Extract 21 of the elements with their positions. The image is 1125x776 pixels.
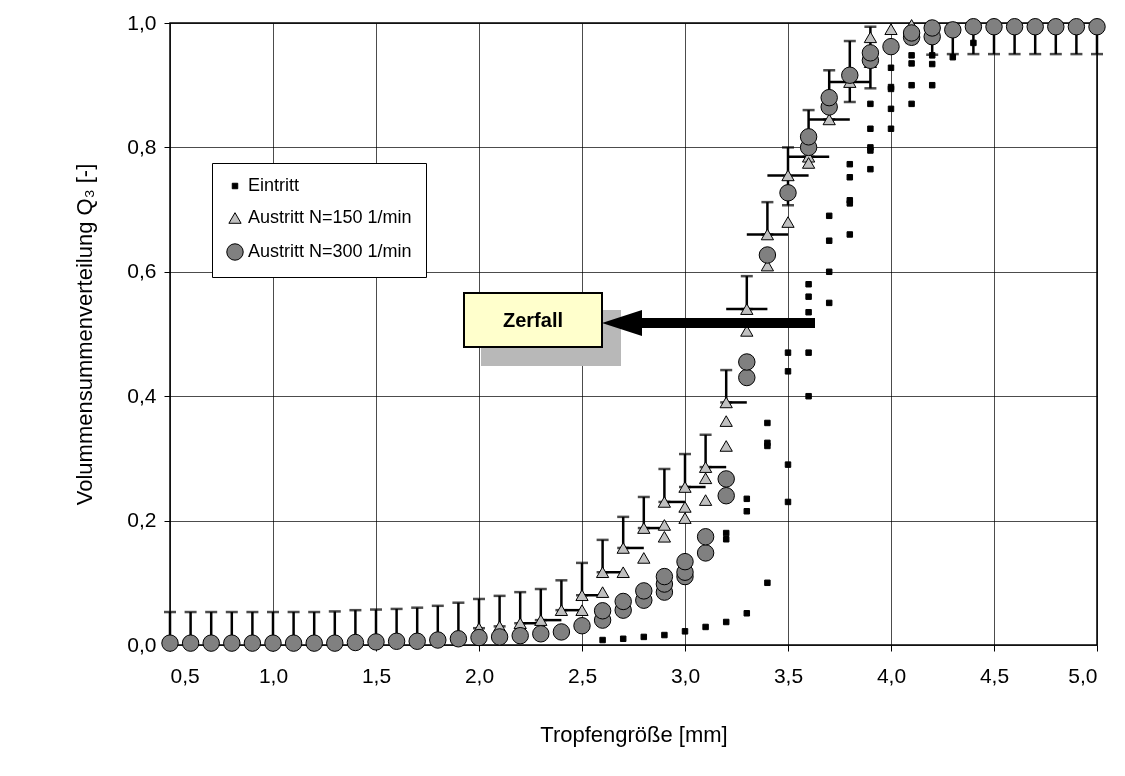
- legend-label: Austritt N=150 1/min: [248, 207, 412, 227]
- x-tick-label: 3,0: [670, 663, 701, 687]
- x-tick-label: 2,5: [567, 663, 598, 687]
- legend-label: Eintritt: [248, 175, 300, 195]
- y-tick-label: 1,0: [127, 10, 157, 34]
- y-tick-label: 0,2: [127, 508, 157, 532]
- y-tick-label: 0,8: [127, 134, 157, 158]
- y-tick-label: 0,6: [127, 259, 157, 283]
- legend-label: Austritt N=300 1/min: [248, 241, 412, 261]
- x-tick-label: 3,5: [773, 663, 804, 687]
- y-axis-title: Volummensummenverteilung Q₃ [-]: [72, 163, 98, 506]
- x-tick-label: 5,0: [1068, 663, 1098, 687]
- x-tick-label: 1,0: [258, 663, 289, 687]
- x-tick-label: 2,0: [464, 663, 495, 687]
- x-tick-label: 4,5: [979, 663, 1010, 687]
- y-tick-label: 0,4: [127, 383, 157, 407]
- x-tick-label: 0,5: [170, 663, 200, 687]
- y-tick-label: 0,0: [127, 632, 157, 656]
- x-tick-label: 4,0: [876, 663, 907, 687]
- x-tick-label: 1,5: [361, 663, 392, 687]
- x-axis-title: Tropfengröße [mm]: [540, 721, 728, 747]
